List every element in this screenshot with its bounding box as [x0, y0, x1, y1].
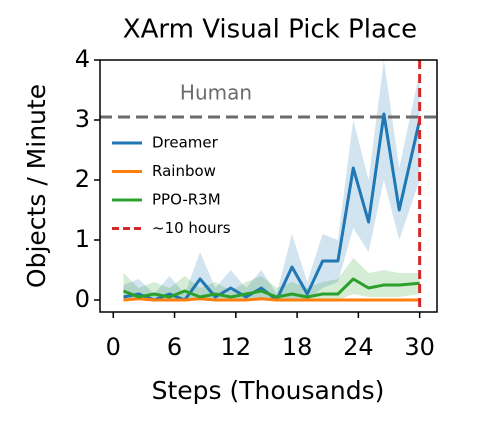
- legend-label: PPO-R3M: [152, 191, 221, 209]
- chart-title: XArm Visual Pick Place: [123, 15, 417, 45]
- series-line: [123, 297, 420, 302]
- y-tick-label: 0: [75, 285, 90, 313]
- y-tick-label: 3: [75, 105, 90, 133]
- x-axis-label: Steps (Thousands): [152, 376, 385, 405]
- series-line: [122, 277, 420, 299]
- error-band: [123, 258, 420, 300]
- x-tick-label: 0: [106, 333, 121, 361]
- y-tick-label: 4: [75, 45, 90, 73]
- x-tick-label: 30: [404, 333, 435, 361]
- x-tick-label: 24: [343, 333, 374, 361]
- x-tick-label: 12: [221, 333, 252, 361]
- x-tick-label: 6: [167, 333, 182, 361]
- human-label: Human: [180, 81, 252, 105]
- plot-frame: [99, 59, 438, 313]
- legend-label: Rainbow: [152, 162, 216, 180]
- x-tick-label: 18: [282, 333, 313, 361]
- legend-label: Dreamer: [152, 134, 219, 152]
- error-band: [123, 60, 420, 300]
- y-axis-label: Objects / Minute: [22, 84, 51, 288]
- y-tick-label: 1: [75, 225, 90, 253]
- y-tick-label: 2: [75, 165, 90, 193]
- legend-label: ~10 hours: [152, 219, 231, 237]
